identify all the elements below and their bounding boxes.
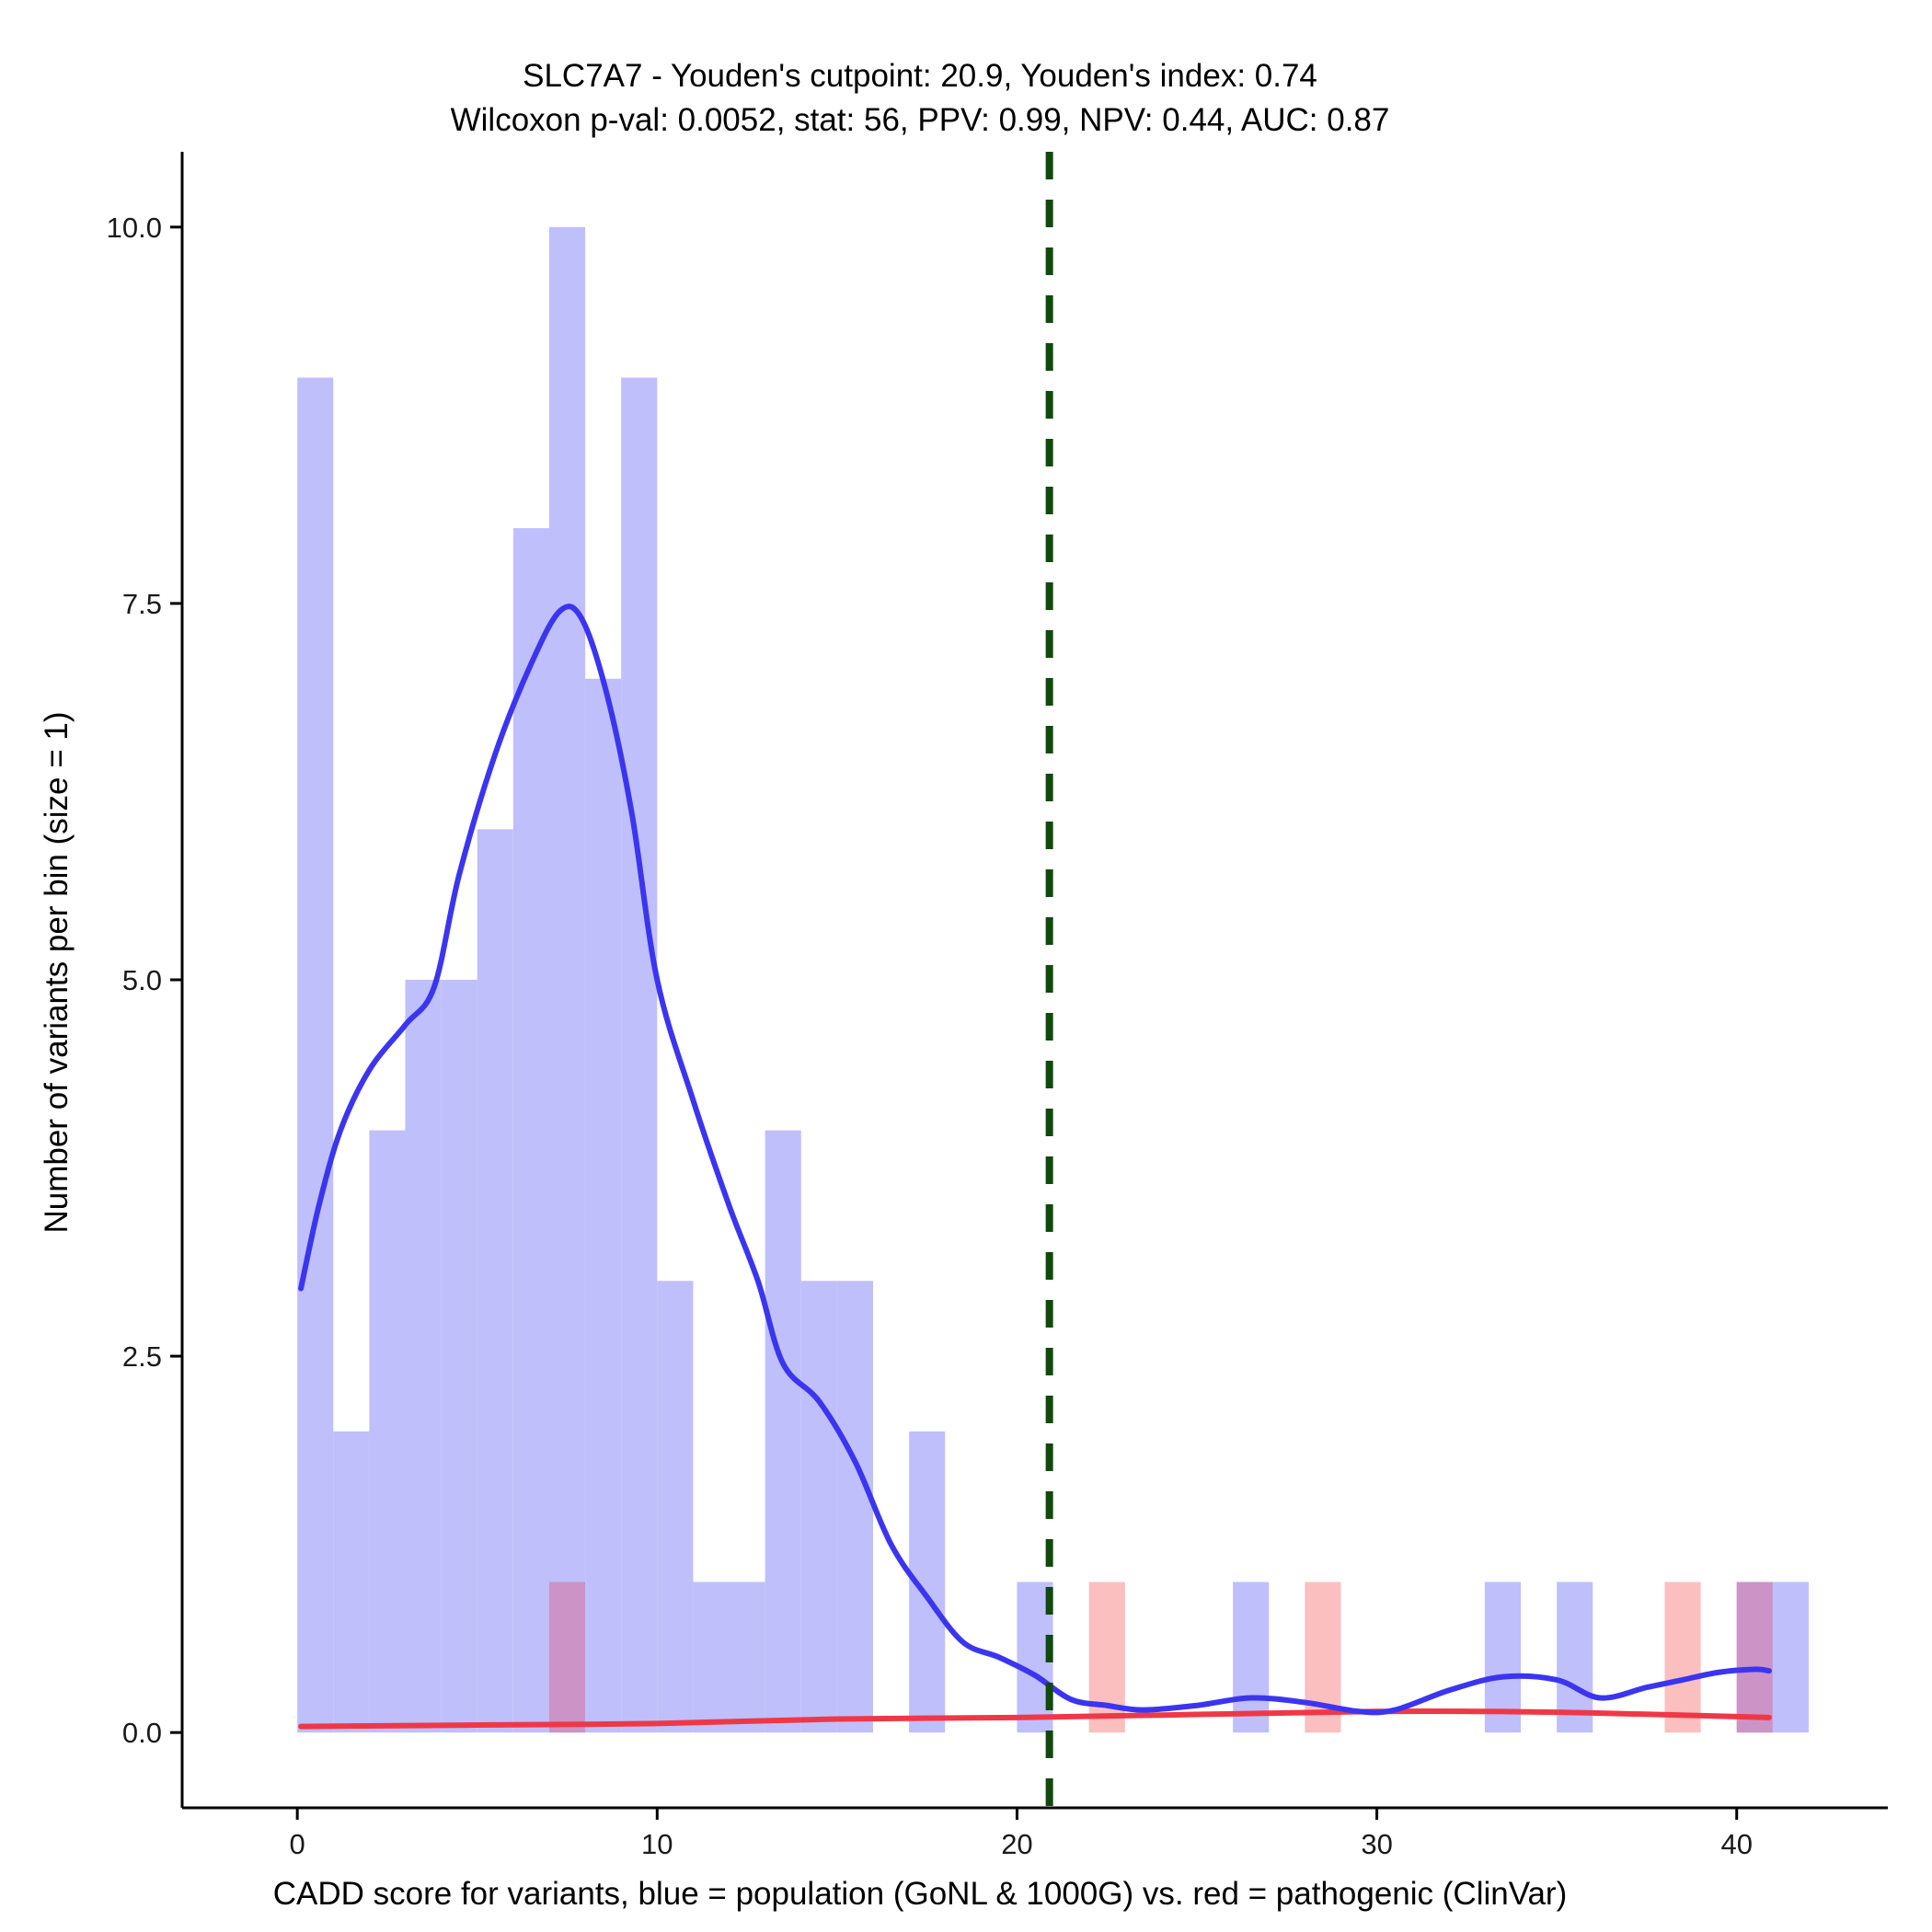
- population-bar-33: [1484, 1581, 1522, 1733]
- population-bars: [297, 226, 1809, 1733]
- population-bar-35: [1557, 1581, 1593, 1733]
- pathogenic-bar-40: [1736, 1581, 1773, 1733]
- x-axis-ticks: 0 10 20 30 40: [290, 1808, 1753, 1860]
- population-bar-15: [836, 1281, 873, 1733]
- pathogenic-density-line: [298, 1708, 1772, 1730]
- pathogenic-bar-38: [1664, 1581, 1701, 1733]
- population-density-line: [298, 604, 1772, 1716]
- population-bar-9: [621, 377, 658, 1733]
- y-tick-label: 0.0: [122, 1717, 162, 1749]
- x-axis-label: CADD score for variants, blue = populati…: [273, 1876, 1568, 1912]
- y-tick-label: 7.5: [122, 588, 162, 620]
- population-bar-13: [765, 1130, 801, 1733]
- pathogenic-bar-7: [548, 1581, 586, 1733]
- population-bar-5: [477, 829, 513, 1733]
- population-bar-2: [369, 1130, 406, 1733]
- y-tick-label: 5.0: [122, 964, 162, 996]
- population-bar-41: [1772, 1581, 1809, 1733]
- population-bar-10: [657, 1281, 694, 1733]
- x-tick-label: 20: [1001, 1828, 1032, 1860]
- population-bar-1: [333, 1431, 370, 1733]
- population-bar-3: [405, 980, 442, 1733]
- chart-title-line-1: SLC7A7 - Youden's cutpoint: 20.9, Youden…: [523, 58, 1317, 94]
- population-bar-6: [512, 528, 549, 1733]
- y-axis-ticks: 0.0 2.5 5.0 7.5 10.0: [107, 212, 182, 1749]
- x-tick-label: 0: [290, 1828, 305, 1860]
- population-bar-11: [693, 1581, 730, 1733]
- x-tick-label: 40: [1720, 1828, 1752, 1860]
- y-axis-label: Number of variants per bin (size = 1): [39, 711, 75, 1233]
- density-curves: [298, 604, 1772, 1730]
- y-tick-label: 10.0: [107, 212, 162, 244]
- population-bar-14: [800, 1281, 837, 1733]
- population-bar-7: [548, 226, 586, 1733]
- population-bar-26: [1233, 1581, 1270, 1733]
- population-bar-0: [297, 377, 334, 1733]
- population-bar-4: [441, 980, 477, 1733]
- x-tick-label: 10: [641, 1828, 673, 1860]
- y-tick-label: 2.5: [122, 1340, 162, 1373]
- chart-title-line-2: Wilcoxon p-val: 0.0052, stat: 56, PPV: 0…: [451, 102, 1390, 138]
- x-tick-label: 30: [1361, 1828, 1392, 1860]
- population-bar-12: [729, 1581, 765, 1733]
- population-bar-8: [585, 678, 622, 1733]
